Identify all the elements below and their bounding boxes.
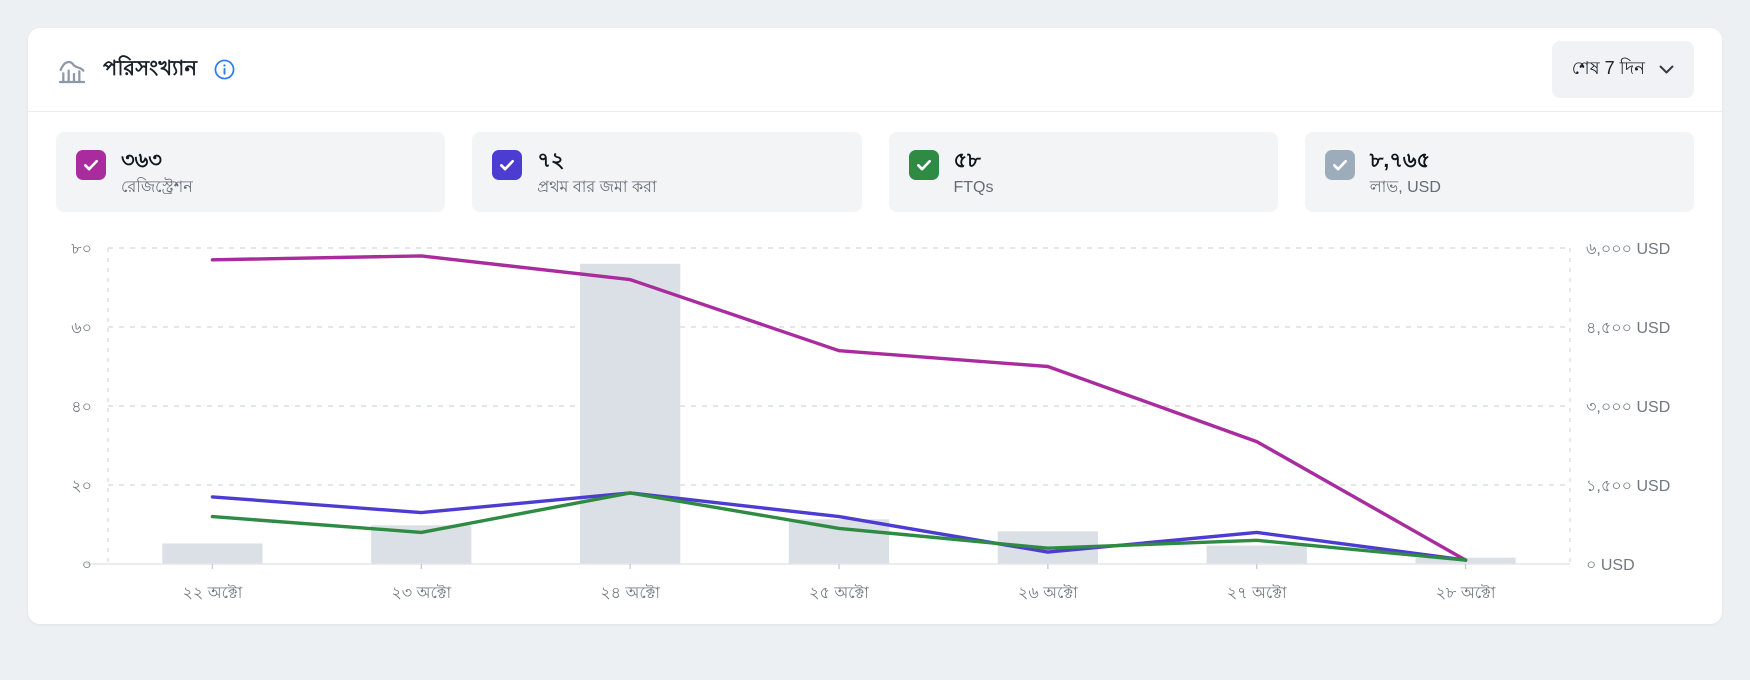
registrations-value: ৩৬৩ [121, 149, 162, 172]
panel-header: পরিসংখ্যান শেষ 7 দিন [28, 28, 1722, 112]
profit-bar [162, 543, 263, 565]
panel-header-left: পরিসংখ্যান [56, 52, 235, 87]
statistics-chart: ০ ২০ ৪০ ৬০ ৮০ ০ USD ১,৫০০ USD ৩,০০০ USD ৪,৫০০ US… [28, 218, 1722, 614]
x-axis-category-label: ২৮ অক্টো [1436, 584, 1496, 602]
x-axis-category-label: ২২ অক্টো [183, 584, 243, 602]
profit-value: ৮,৭৬৫ [1369, 149, 1431, 172]
left-axis-tick-label: ২০ [71, 478, 92, 495]
profit-bar [1206, 545, 1307, 565]
ftqs-checkbox[interactable] [908, 150, 939, 180]
stat-card-profit: ৮,৭৬৫ লাভ, USD [1304, 132, 1694, 213]
left-axis-tick-label: ৮০ [71, 241, 92, 258]
info-icon[interactable] [214, 59, 235, 80]
profit-bar [788, 519, 890, 565]
ftqs-label: FTQs [953, 179, 994, 197]
x-axis-category-label: ২৬ অক্টো [1018, 584, 1078, 602]
stat-card-first-deposits: ৭২ প্রথম বার জমা করা [472, 132, 862, 213]
stats-row: ৩৬৩ রেজিস্ট্রেশন ৭২ প্রথম বার জমা করা [28, 112, 1722, 218]
date-range-label: শেষ 7 দিন [1571, 58, 1645, 78]
right-axis-tick-label: ৪,৫০০ USD [1586, 320, 1670, 337]
gridlines [107, 247, 1571, 565]
registrations-checkbox[interactable] [76, 150, 106, 180]
registrations-label: রেজিস্ট্রেশন [121, 179, 193, 197]
profit-checkbox[interactable] [1324, 150, 1355, 180]
right-axis-tick-label: ৬,০০০ USD [1586, 241, 1670, 258]
left-axis-tick-label: ৬০ [71, 320, 92, 337]
chart-svg: ০ ২০ ৪০ ৬০ ৮০ ০ USD ১,৫০০ USD ৩,০০০ USD ৪,৫০০ US… [71, 241, 1670, 602]
right-axis-tick-label: ৩,০০০ USD [1586, 399, 1670, 416]
x-axis-labels: ২২ অক্টো ২৩ অক্টো ২৪ অক্টো ২৫ অক্টো ২৬ অক্টো… [183, 584, 1496, 602]
first-deposits-value: ৭২ [537, 149, 565, 172]
x-axis-category-label: ২৫ অক্টো [809, 584, 869, 602]
statistics-panel: পরিসংখ্যান শেষ 7 দিন [28, 28, 1722, 624]
left-axis-labels: ০ ২০ ৪০ ৬০ ৮০ [71, 241, 92, 574]
date-range-dropdown[interactable]: শেষ 7 দিন [1551, 41, 1694, 98]
first-deposits-line [210, 491, 1468, 563]
right-axis-tick-label: ১,৫০০ USD [1586, 478, 1670, 495]
x-axis-ticks [211, 564, 1467, 570]
profit-label: লাভ, USD [1369, 179, 1441, 197]
left-axis-tick-label: ০ [82, 557, 92, 574]
left-axis-tick-label: ৪০ [71, 399, 92, 416]
registrations-line [210, 254, 1468, 563]
x-axis-category-label: ২৪ অক্টো [600, 584, 660, 602]
x-axis-category-label: ২৭ অক্টো [1227, 584, 1287, 602]
right-axis-tick-label: ০ USD [1586, 557, 1635, 574]
chevron-down-icon [1659, 65, 1674, 75]
first-deposits-label: প্রথম বার জমা করা [537, 179, 657, 197]
first-deposits-checkbox[interactable] [492, 150, 523, 180]
panel-title: পরিসংখ্যান [103, 57, 198, 80]
stat-card-ftqs: ৫৮ FTQs [888, 132, 1278, 213]
profit-bar [580, 264, 681, 565]
x-axis-category-label: ২৩ অক্টো [391, 584, 451, 602]
ftqs-value: ৫৮ [953, 149, 981, 172]
ftqs-line [210, 491, 1468, 563]
histogram-icon [56, 54, 88, 86]
profit-bars [162, 264, 1516, 565]
stat-card-registrations: ৩৬৩ রেজিস্ট্রেশন [56, 132, 446, 213]
right-axis-labels: ০ USD ১,৫০০ USD ৩,০০০ USD ৪,৫০০ USD ৬,০০০ US… [1586, 241, 1670, 574]
